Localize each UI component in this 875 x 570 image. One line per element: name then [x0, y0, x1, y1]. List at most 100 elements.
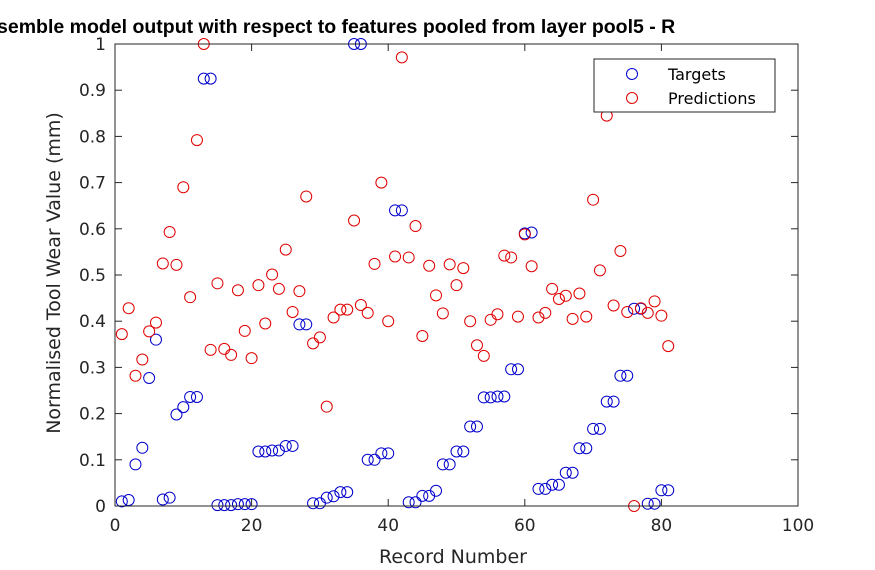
x-tick-label: 0	[110, 516, 121, 536]
predictions-point	[498, 249, 511, 262]
predictions-point	[464, 315, 477, 328]
legend-label-targets: Targets	[667, 65, 726, 84]
targets-point	[197, 72, 210, 85]
targets-point	[204, 72, 217, 85]
predictions-point	[546, 282, 559, 295]
targets-point	[498, 390, 511, 403]
targets-point	[580, 442, 593, 455]
series-predictions	[115, 38, 675, 512]
targets-point	[300, 318, 313, 331]
predictions-point	[375, 176, 388, 189]
predictions-point	[307, 337, 320, 350]
predictions-point	[204, 343, 217, 356]
predictions-point	[348, 214, 361, 227]
targets-point	[122, 493, 135, 506]
targets-point	[368, 453, 381, 466]
targets-point	[416, 489, 429, 502]
targets-point	[450, 445, 463, 458]
targets-point	[238, 498, 251, 511]
predictions-point	[156, 257, 169, 270]
y-tick-label: 0.5	[79, 266, 106, 286]
targets-point	[272, 444, 285, 457]
predictions-point	[368, 257, 381, 270]
targets-point	[614, 369, 627, 382]
targets-point	[402, 496, 415, 509]
targets-point	[245, 498, 258, 511]
targets-point	[156, 493, 169, 506]
x-tick-label: 40	[377, 516, 399, 536]
predictions-point	[532, 311, 545, 324]
targets-point	[484, 391, 497, 404]
predictions-point	[655, 309, 668, 322]
axes-box	[114, 43, 799, 507]
targets-point	[464, 420, 477, 433]
targets-point	[621, 369, 634, 382]
series-targets	[115, 38, 675, 512]
targets-point	[320, 491, 333, 504]
legend: Targets Predictions	[593, 58, 776, 113]
y-tick-label: 0.4	[79, 312, 106, 332]
targets-point	[115, 495, 128, 508]
predictions-point	[354, 299, 367, 312]
targets-point	[184, 390, 197, 403]
targets-point	[457, 445, 470, 458]
legend-label-predictions: Predictions	[668, 89, 756, 108]
predictions-point	[423, 259, 436, 272]
predictions-point	[293, 285, 306, 298]
predictions-point	[436, 307, 449, 320]
y-tick-label: 0	[95, 497, 106, 517]
predictions-point	[389, 250, 402, 263]
predictions-point	[225, 348, 238, 361]
predictions-point	[559, 289, 572, 302]
targets-point	[505, 363, 518, 376]
targets-point	[430, 484, 443, 497]
legend-marker-predictions	[626, 92, 638, 104]
y-tick-label: 0.8	[79, 127, 106, 147]
predictions-point	[593, 264, 606, 277]
predictions-point	[477, 349, 490, 362]
predictions-point	[136, 353, 149, 366]
predictions-point	[552, 293, 565, 306]
predictions-point	[313, 331, 326, 344]
targets-point	[593, 422, 606, 435]
targets-point	[259, 445, 272, 458]
targets-point	[382, 447, 395, 460]
predictions-point	[491, 308, 504, 321]
y-tick-label: 0.6	[79, 220, 106, 240]
predictions-point	[648, 295, 661, 308]
targets-point	[655, 484, 668, 497]
predictions-point	[621, 305, 634, 318]
predictions-point	[320, 400, 333, 413]
predictions-point	[266, 268, 279, 281]
predictions-point	[662, 340, 675, 353]
predictions-point	[470, 339, 483, 352]
predictions-point	[587, 193, 600, 206]
x-tick-label: 100	[782, 516, 814, 536]
targets-point	[211, 499, 224, 512]
targets-point	[389, 204, 402, 217]
predictions-point	[416, 329, 429, 342]
title-layer: semble model output with respect to feat…	[0, 16, 675, 568]
targets-point	[266, 444, 279, 457]
predictions-point	[641, 306, 654, 319]
targets-point	[177, 401, 190, 414]
targets-point	[170, 408, 183, 421]
targets-point	[225, 499, 238, 512]
predictions-point	[484, 313, 497, 326]
predictions-point	[184, 291, 197, 304]
targets-point	[334, 486, 347, 499]
targets-point	[293, 318, 306, 331]
predictions-point	[272, 282, 285, 295]
x-axis-label: Record Number	[379, 546, 527, 568]
predictions-point	[525, 260, 538, 273]
predictions-point	[409, 220, 422, 233]
plot-layer	[115, 38, 675, 512]
y-tick-label: 0.3	[79, 358, 106, 378]
targets-point	[566, 466, 579, 479]
predictions-point	[518, 228, 531, 241]
targets-point	[361, 453, 374, 466]
targets-point	[375, 447, 388, 460]
legend-marker-targets	[626, 68, 638, 80]
y-axis-label: Normalised Tool Wear Value (mm)	[43, 112, 65, 434]
targets-point	[552, 478, 565, 491]
